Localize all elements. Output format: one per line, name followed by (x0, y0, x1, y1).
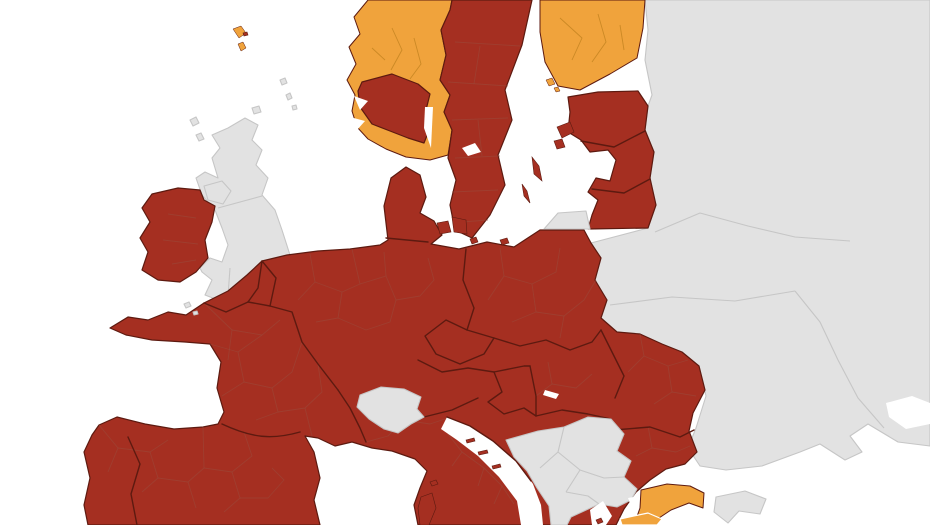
region-turkey-anatolia-no-data (713, 490, 767, 524)
channel-islet-1 (183, 301, 192, 309)
lake-vanern (462, 143, 481, 156)
region-baltic-states (553, 90, 657, 230)
gotland-island (531, 155, 543, 182)
region-norway (346, 0, 453, 161)
sea-of-azov (886, 396, 930, 429)
corsica-island (417, 492, 437, 525)
lake-balaton (543, 390, 559, 399)
bornholm-island (499, 237, 510, 246)
region-switzerland-no-data (356, 386, 425, 434)
region-turkey-northwest (619, 483, 705, 525)
channel-islet-2 (192, 310, 199, 316)
croatian-islands (465, 437, 502, 470)
region-sweden (439, 0, 543, 239)
elba-islet (429, 479, 439, 487)
region-denmark-islands (436, 216, 510, 246)
region-ireland (139, 187, 216, 283)
region-finland (539, 0, 646, 93)
region-northern-ireland (203, 180, 232, 205)
region-kaliningrad-no-data (543, 210, 591, 230)
oland-island (521, 183, 531, 204)
fjord-west-2 (350, 117, 365, 130)
greek-islet (595, 517, 604, 525)
nuts-region-borders (98, 247, 697, 513)
zealand-island (451, 216, 468, 235)
small-islands (183, 301, 604, 525)
ruegen-island (469, 236, 479, 245)
archipelago-islet (553, 86, 561, 93)
aland-islands (545, 77, 556, 87)
funen-island (436, 220, 452, 235)
oslo-fjord (424, 107, 433, 148)
saaremaa-island (556, 121, 575, 139)
region-faroe-islands (232, 25, 249, 52)
croatian-coastline (446, 416, 532, 482)
aegean-sea-wedge (590, 501, 612, 525)
scottish-islands (189, 77, 298, 142)
region-western-balkans-no-data (505, 416, 638, 525)
fjord-west-1 (354, 96, 368, 110)
hiiumaa-island (553, 138, 566, 150)
adriatic-sea (441, 416, 543, 525)
